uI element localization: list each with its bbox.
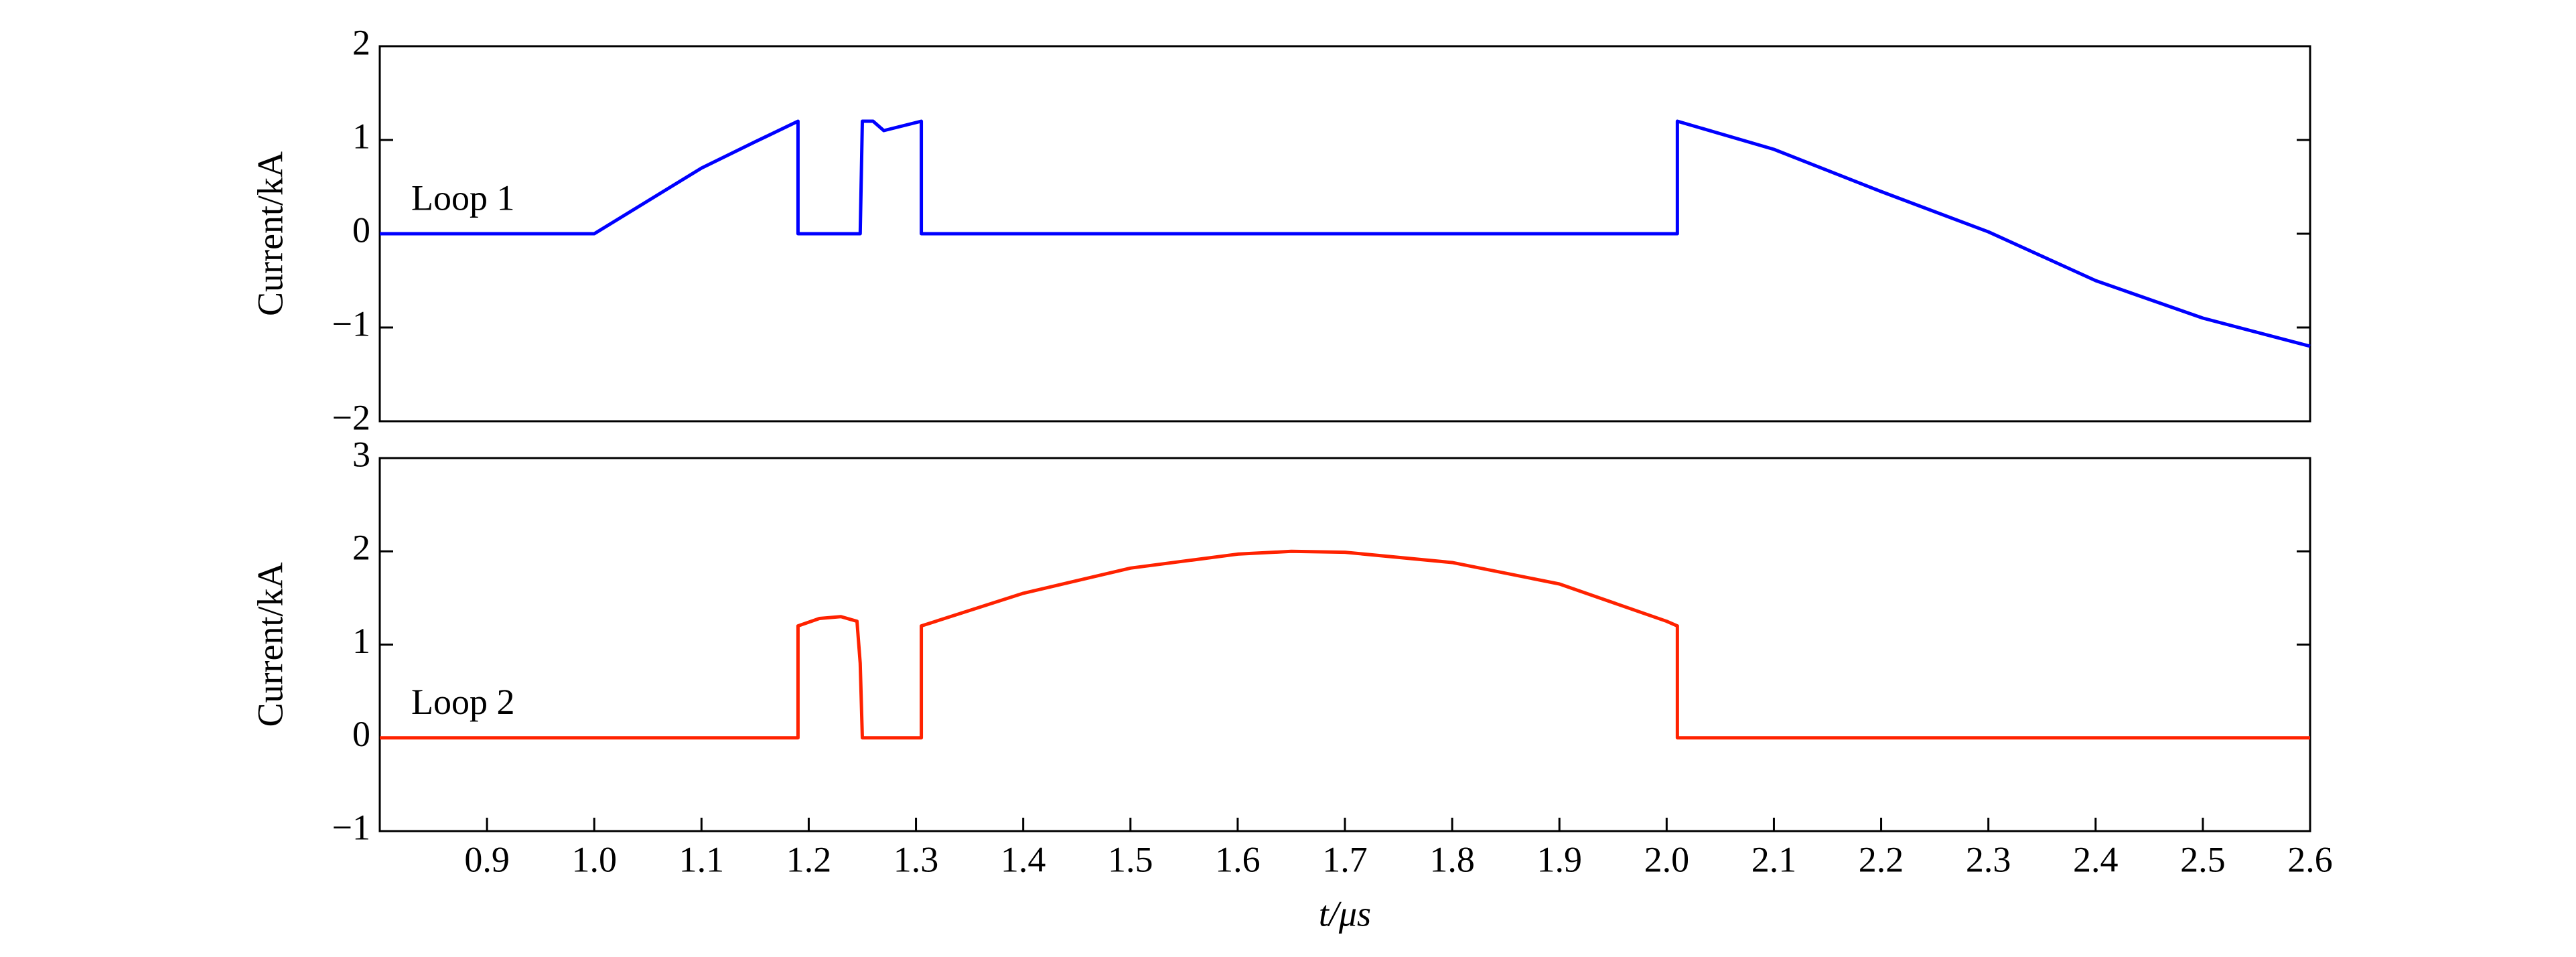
x-tick-label: 1.2 <box>786 839 832 879</box>
x-tick-label: 1.4 <box>1001 839 1046 879</box>
x-axis-label: t/μs <box>1319 893 1371 934</box>
x-tick-label: 2.3 <box>1966 839 2011 879</box>
x-tick-label: 1.0 <box>571 839 617 879</box>
y-tick-label: 2 <box>352 22 370 62</box>
x-tick-label: 2.6 <box>2287 839 2333 879</box>
y-tick-label: −1 <box>332 807 370 847</box>
y-tick-label: 1 <box>352 116 370 156</box>
y-tick-label: −2 <box>332 397 370 437</box>
x-tick-label: 2.4 <box>2073 839 2119 879</box>
x-tick-label: 1.9 <box>1536 839 1582 879</box>
x-tick-label: 2.2 <box>1859 839 1904 879</box>
x-tick-label: 2.5 <box>2180 839 2226 879</box>
y-tick-label: 0 <box>352 210 370 250</box>
plot-frame <box>378 457 2311 832</box>
y-tick-label: −1 <box>332 303 370 344</box>
series-label: Loop 2 <box>411 682 515 722</box>
x-tick-label: 1.8 <box>1429 839 1475 879</box>
x-tick-label: 1.1 <box>679 839 725 879</box>
x-tick-label: 1.5 <box>1108 839 1153 879</box>
x-tick-label: 2.1 <box>1751 839 1797 879</box>
y-axis-label: Current/kA <box>250 563 290 727</box>
series-label: Loop 1 <box>411 177 515 218</box>
y-tick-label: 1 <box>352 621 370 661</box>
y-axis-label: Current/kA <box>250 151 290 316</box>
x-tick-label: 1.6 <box>1215 839 1261 879</box>
y-tick-label: 0 <box>352 714 370 754</box>
data-line <box>380 549 2310 740</box>
x-tick-label: 0.9 <box>464 839 510 879</box>
x-tick-label: 1.7 <box>1322 839 1368 879</box>
y-tick-label: 3 <box>352 434 370 474</box>
data-line <box>380 119 2311 348</box>
x-tick-label: 1.3 <box>893 839 939 879</box>
x-tick-label: 2.0 <box>1644 839 1690 879</box>
y-tick-label: 2 <box>352 528 370 568</box>
